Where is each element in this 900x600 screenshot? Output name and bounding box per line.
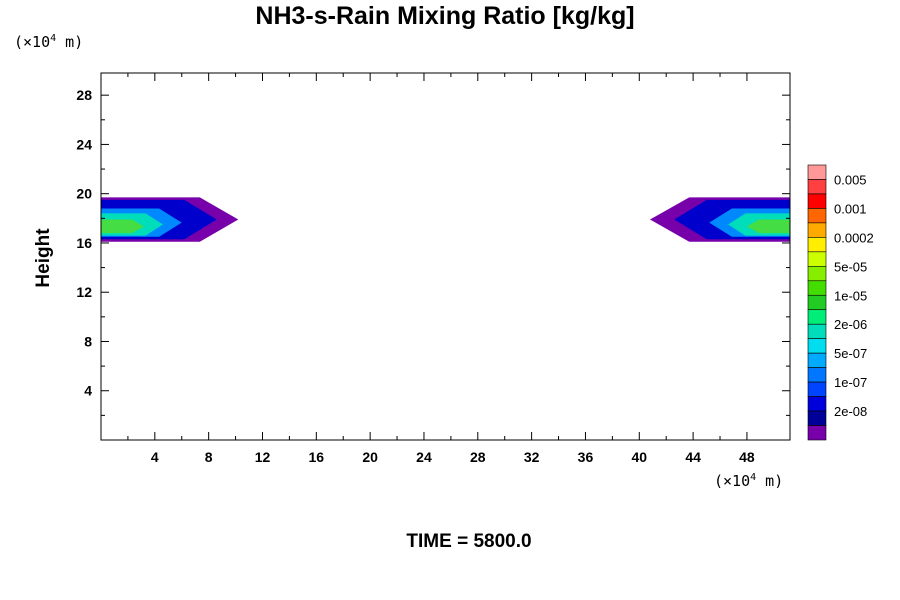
contour-field <box>101 197 790 242</box>
y-tick-label-6: 28 <box>76 87 92 103</box>
x-tick-label-3: 16 <box>309 449 325 465</box>
colorbar-swatch-11 <box>807 323 827 339</box>
x-tick-label-7: 32 <box>524 449 540 465</box>
x-unit-label: (×104 m) <box>714 472 784 490</box>
colorbar-label-6: 5e-07 <box>834 346 867 361</box>
colorbar-swatch-12 <box>807 338 827 354</box>
y-tick-label-3: 16 <box>76 235 92 251</box>
plot-frame <box>100 72 791 441</box>
contour-right-level-4 <box>746 219 790 234</box>
colorbar-label-5: 2e-06 <box>834 317 867 332</box>
time-label: TIME = 5800.0 <box>406 531 532 552</box>
y-tick-label-4: 20 <box>76 186 92 202</box>
colorbar-swatch-18 <box>807 425 827 441</box>
y-unit-label: (×104 m) <box>14 33 84 51</box>
colorbar-swatch-3 <box>807 208 827 224</box>
x-tick-label-4: 20 <box>362 449 378 465</box>
x-tick-label-11: 48 <box>739 449 755 465</box>
colorbar-swatch-0 <box>807 164 827 180</box>
colorbar-label-4: 1e-05 <box>834 288 867 303</box>
colorbar-swatch-9 <box>807 294 827 311</box>
y-tick-label-2: 12 <box>76 284 92 300</box>
chart-title: NH3-s-Rain Mixing Ratio [kg/kg] <box>255 2 635 30</box>
y-tick-label-5: 24 <box>76 136 92 152</box>
colorbar-swatch-7 <box>807 266 827 282</box>
x-tick-label-1: 8 <box>205 449 213 465</box>
x-tick-label-8: 36 <box>578 449 594 465</box>
colorbar-swatch-4 <box>807 222 827 238</box>
colorbar-label-0: 0.005 <box>834 172 867 187</box>
colorbar-label-2: 0.0002 <box>834 230 874 245</box>
y-axis-label: Height <box>33 228 54 288</box>
x-tick-label-2: 12 <box>255 449 271 465</box>
x-tick-label-6: 28 <box>470 449 486 465</box>
x-tick-label-9: 40 <box>631 449 647 465</box>
y-tick-label-0: 4 <box>84 383 92 399</box>
colorbar-label-7: 1e-07 <box>834 375 867 390</box>
colorbar-swatch-14 <box>807 367 827 383</box>
x-tick-label-0: 4 <box>151 449 159 465</box>
contour-left-level-4 <box>101 219 145 234</box>
colorbar-label-1: 0.001 <box>834 201 867 216</box>
colorbar-swatch-15 <box>807 381 827 397</box>
colorbar-swatch-6 <box>807 251 827 267</box>
colorbar-swatch-8 <box>807 280 827 296</box>
colorbar-swatch-16 <box>807 396 827 412</box>
y-tick-label-1: 8 <box>84 333 92 349</box>
colorbar-swatch-17 <box>807 410 827 426</box>
colorbar: 0.005 0.001 0.0002 5e-05 1e-05 2e-06 5e-07 1e-0… <box>807 164 874 441</box>
colorbar-swatch-2 <box>807 193 827 209</box>
colorbar-label-3: 5e-05 <box>834 259 867 274</box>
colorbar-swatch-13 <box>807 352 827 368</box>
x-tick-label-5: 24 <box>416 449 432 465</box>
colorbar-label-8: 2e-08 <box>834 404 867 419</box>
x-tick-label-10: 44 <box>685 449 701 465</box>
colorbar-swatch-5 <box>807 237 827 253</box>
colorbar-swatch-1 <box>807 179 827 195</box>
colorbar-swatch-10 <box>807 309 827 325</box>
